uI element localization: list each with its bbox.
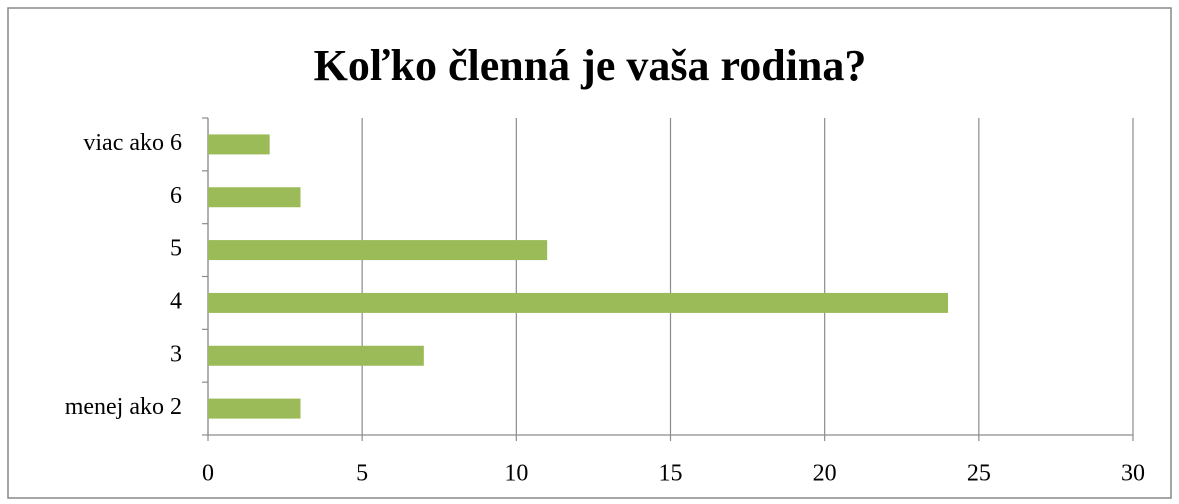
bar [208, 240, 548, 261]
x-tick-label: 10 [504, 461, 528, 487]
x-tick-label: 25 [967, 461, 991, 487]
x-tick-label: 15 [659, 461, 683, 487]
x-tick-label: 20 [813, 461, 837, 487]
y-tick-label: 4 [170, 288, 182, 314]
bar [208, 187, 301, 208]
bar [208, 134, 270, 155]
x-tick-label: 0 [202, 461, 214, 487]
y-tick-label: 6 [170, 183, 182, 209]
bar [208, 292, 948, 313]
bar [208, 398, 301, 419]
x-tick-label: 30 [1121, 461, 1145, 487]
x-tick-label: 5 [356, 461, 368, 487]
y-tick-label: 3 [170, 341, 182, 367]
y-tick-label: 5 [170, 236, 182, 262]
chart-title: Koľko členná je vaša rodina? [314, 41, 867, 90]
y-tick-label: menej ako 2 [65, 394, 182, 420]
bar [208, 345, 424, 366]
y-tick-label: viac ako 6 [83, 130, 182, 156]
chart-border [7, 7, 1172, 499]
